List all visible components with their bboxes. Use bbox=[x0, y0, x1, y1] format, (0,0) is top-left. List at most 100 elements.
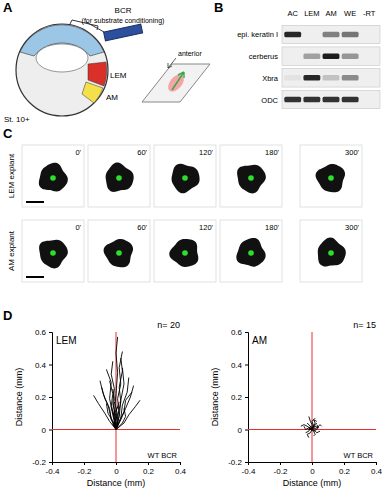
band bbox=[323, 75, 340, 81]
frame bbox=[300, 145, 362, 207]
label: St. 10+ bbox=[4, 115, 30, 124]
trajectory bbox=[116, 408, 126, 429]
scale-bar bbox=[26, 276, 44, 278]
annotation: WT BCR bbox=[344, 451, 374, 460]
explant-image bbox=[169, 239, 198, 267]
label: BCR bbox=[115, 6, 132, 15]
time-label: 120' bbox=[199, 148, 214, 157]
chart: -0.4-0.200.20.4-0.200.20.40.6n= 15AMWT B… bbox=[210, 320, 383, 488]
panel-b: BACLEMAMWE-RTepi. keratin IcerberusXbraO… bbox=[214, 0, 380, 109]
band bbox=[361, 75, 378, 81]
band bbox=[284, 75, 301, 81]
axis-line bbox=[245, 333, 249, 463]
time-label: 60' bbox=[137, 223, 147, 232]
frame bbox=[88, 220, 150, 282]
tick-mark bbox=[148, 462, 149, 465]
row-label: AM explant bbox=[7, 230, 16, 271]
explant-image bbox=[318, 237, 346, 266]
y-axis-title: Distance (mm) bbox=[14, 368, 24, 427]
explant-image bbox=[104, 239, 133, 267]
label: (for substrate conditioning) bbox=[82, 17, 165, 25]
tick-label: 0.4 bbox=[231, 361, 243, 370]
tick: 0.4 bbox=[175, 462, 187, 476]
tick-label: -0.2 bbox=[32, 458, 46, 467]
band bbox=[361, 97, 378, 103]
row-label: Xbra bbox=[262, 74, 279, 83]
panel-a: ABCR(for substrate conditioning)LEMAMSt.… bbox=[3, 0, 210, 124]
tick: 0.2 bbox=[231, 393, 248, 402]
tick: 0 bbox=[238, 426, 248, 435]
tick: 0 bbox=[310, 462, 315, 476]
tick: 0 bbox=[114, 462, 119, 476]
embryo bbox=[16, 24, 108, 116]
tick-mark bbox=[49, 397, 52, 398]
tick-label: 0 bbox=[42, 426, 47, 435]
frame bbox=[22, 220, 84, 282]
tick: 0.2 bbox=[143, 462, 155, 476]
plot-area bbox=[52, 332, 180, 462]
explant-image bbox=[39, 240, 68, 269]
tick: -0.2 bbox=[78, 462, 92, 476]
plot-area bbox=[248, 332, 376, 462]
row-label: cerberus bbox=[249, 52, 278, 61]
chart-title: n= 20 bbox=[157, 320, 180, 330]
column-label: LEM bbox=[304, 9, 319, 18]
gel-strip bbox=[282, 47, 380, 65]
column-label: WE bbox=[344, 9, 356, 18]
tick: 0.6 bbox=[231, 328, 248, 337]
label: anterior bbox=[178, 50, 202, 57]
time-label: 60' bbox=[137, 148, 147, 157]
tick-mark bbox=[245, 397, 248, 398]
explant bbox=[165, 71, 187, 94]
tick: -0.4 bbox=[46, 462, 60, 476]
centroid bbox=[328, 250, 334, 256]
explant-image bbox=[316, 164, 345, 192]
explant-image bbox=[106, 163, 134, 192]
tick: 0.4 bbox=[35, 361, 52, 370]
frame bbox=[88, 145, 150, 207]
trajectory bbox=[307, 430, 312, 438]
trajectory bbox=[116, 378, 129, 430]
tick-label: 0.6 bbox=[231, 328, 243, 337]
explant-image bbox=[172, 164, 200, 194]
row-label: ODC bbox=[261, 96, 278, 105]
panel-label: A bbox=[3, 0, 13, 15]
tick-mark bbox=[49, 332, 52, 333]
band bbox=[342, 75, 359, 81]
centroid bbox=[328, 175, 334, 181]
y-axis-title: Distance (mm) bbox=[210, 368, 220, 427]
tick: 0.2 bbox=[35, 393, 52, 402]
time-label: 300' bbox=[345, 223, 360, 232]
band bbox=[342, 32, 359, 38]
frame bbox=[154, 220, 216, 282]
tick-label: 0.6 bbox=[35, 328, 47, 337]
time-label: 180' bbox=[265, 148, 280, 157]
explant-image bbox=[237, 165, 266, 194]
tick-label: 0.4 bbox=[35, 361, 47, 370]
x-axis-title: Distance (mm) bbox=[87, 478, 146, 488]
x-axis: -0.4 -0.2 0 0.2 0.4 bbox=[46, 462, 187, 476]
lem-region bbox=[88, 62, 107, 86]
column-label: -RT bbox=[363, 9, 376, 18]
chart: -0.4-0.200.20.4-0.200.20.40.6n= 20LEMWT … bbox=[14, 320, 187, 488]
tick: 0 bbox=[42, 426, 52, 435]
frame bbox=[154, 145, 216, 207]
tick-mark bbox=[49, 365, 52, 366]
time-label: 120' bbox=[199, 223, 214, 232]
tick-mark bbox=[245, 462, 248, 463]
y-axis: -0.2 0 0.2 0.4 0.6 bbox=[228, 328, 248, 467]
gel-strip bbox=[282, 69, 380, 87]
row-label: epi. keratin I bbox=[237, 30, 278, 39]
anterior-arrow bbox=[168, 58, 176, 68]
tick: -0.2 bbox=[274, 462, 288, 476]
band bbox=[284, 32, 301, 38]
tick-label: -0.4 bbox=[46, 467, 60, 476]
tick-mark bbox=[49, 430, 52, 431]
column-label: AM bbox=[325, 9, 336, 18]
centroid bbox=[248, 175, 254, 181]
slide bbox=[142, 64, 210, 102]
trajectory bbox=[312, 430, 315, 437]
frame bbox=[220, 220, 282, 282]
tick-label: -0.2 bbox=[228, 458, 242, 467]
explant-image bbox=[39, 163, 68, 192]
